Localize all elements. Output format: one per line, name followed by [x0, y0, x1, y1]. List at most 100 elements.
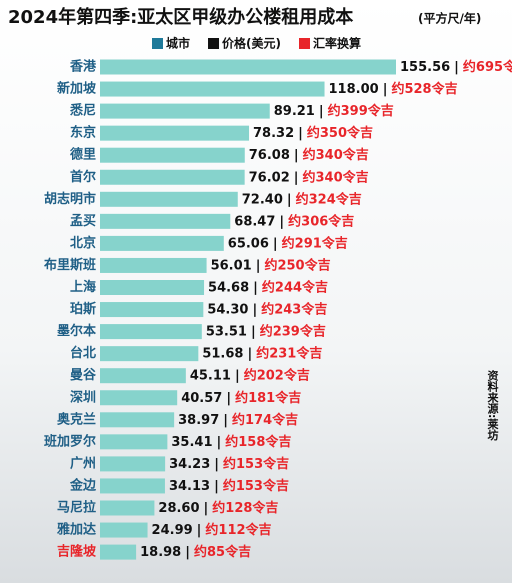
- value-text: 38.97: [178, 412, 219, 427]
- converted-label: 约340令吉: [303, 169, 369, 185]
- bar: [100, 103, 270, 119]
- bar: [100, 59, 396, 75]
- separator: |: [294, 170, 299, 185]
- separator: |: [197, 523, 202, 538]
- converted-label: 约181令吉: [235, 389, 301, 405]
- legend-swatch: [299, 38, 310, 49]
- converted-label: 约231令吉: [256, 345, 322, 361]
- category-label: 奥克兰: [57, 411, 96, 427]
- category-label: 北京: [70, 235, 96, 251]
- converted-label: 约243令吉: [261, 301, 327, 317]
- value-label: 38.97 | 约174令吉: [178, 411, 298, 427]
- bar: [100, 81, 325, 97]
- bar: [100, 368, 186, 384]
- value-label: 53.51 | 约239令吉: [206, 323, 326, 339]
- bar: [100, 147, 245, 163]
- separator: |: [247, 346, 252, 361]
- category-label: 首尔: [70, 169, 96, 185]
- chart-subtitle: (平方尺/年): [418, 11, 481, 26]
- bar: [100, 280, 205, 295]
- category-label: 布里斯班: [44, 257, 96, 273]
- category-label: 广州: [70, 455, 96, 471]
- value-text: 35.41: [171, 434, 212, 449]
- value-text: 34.23: [169, 456, 210, 471]
- category-label: 新加坡: [57, 81, 97, 97]
- value-text: 155.56: [400, 60, 450, 75]
- separator: |: [273, 236, 278, 251]
- value-label: 54.68 | 约244令吉: [208, 279, 328, 295]
- converted-label: 约399令吉: [328, 103, 394, 119]
- value-text: 18.98: [140, 545, 181, 560]
- category-label: 曼谷: [70, 367, 97, 383]
- bar: [100, 544, 137, 560]
- value-label: 24.99 | 约112令吉: [152, 522, 272, 538]
- bar: [100, 346, 199, 362]
- value-label: 45.11 | 约202令吉: [190, 367, 310, 383]
- category-label: 东京: [70, 125, 96, 141]
- converted-label: 约202令吉: [244, 367, 310, 383]
- value-text: 89.21: [274, 104, 315, 119]
- bar: [100, 213, 231, 229]
- converted-label: 约153令吉: [223, 477, 289, 493]
- separator: |: [279, 214, 284, 229]
- bar: [100, 191, 238, 207]
- separator: |: [287, 192, 292, 207]
- converted-label: 约324令吉: [296, 191, 362, 207]
- value-text: 68.47: [234, 214, 275, 229]
- bar: [100, 434, 168, 450]
- separator: |: [294, 148, 299, 163]
- value-label: 76.08 | 约340令吉: [249, 147, 369, 163]
- separator: |: [383, 82, 388, 97]
- category-label: 胡志明市: [44, 191, 96, 207]
- category-label: 深圳: [70, 389, 96, 405]
- category-label: 金边: [69, 477, 97, 493]
- value-text: 76.02: [249, 170, 290, 185]
- value-text: 34.13: [169, 478, 210, 493]
- legend-label: 汇率换算: [313, 36, 361, 51]
- converted-label: 约153令吉: [223, 455, 289, 471]
- value-text: 56.01: [211, 258, 252, 273]
- value-text: 40.57: [181, 390, 222, 405]
- bar: [100, 390, 178, 406]
- category-label: 雅加达: [57, 522, 96, 538]
- separator: |: [214, 478, 219, 493]
- value-label: 34.13 | 约153令吉: [169, 477, 289, 493]
- legend-swatch: [208, 38, 220, 49]
- value-text: 51.68: [202, 346, 243, 361]
- bar: [100, 522, 148, 538]
- converted-label: 约340令吉: [303, 147, 369, 163]
- source: 资料来源:莱坊: [486, 369, 500, 441]
- converted-label: 约85令吉: [194, 544, 251, 560]
- bar: [100, 235, 224, 251]
- bar: [100, 302, 204, 318]
- bar: [100, 500, 155, 516]
- converted-label: 约291令吉: [282, 235, 348, 251]
- category-label: 墨尔本: [57, 323, 96, 339]
- bar: [100, 324, 202, 340]
- value-text: 54.30: [207, 302, 248, 317]
- value-label: 118.00 | 约528令吉: [329, 81, 458, 97]
- value-text: 72.40: [242, 192, 283, 207]
- converted-label: 约244令吉: [262, 279, 328, 295]
- category-label: 台北: [70, 345, 96, 361]
- category-label: 孟买: [70, 214, 96, 229]
- category-label: 吉隆坡: [57, 544, 97, 560]
- bar: [100, 412, 175, 428]
- value-text: 24.99: [152, 523, 193, 538]
- value-label: 76.02 | 约340令吉: [249, 169, 369, 185]
- converted-label: 约112令吉: [205, 522, 271, 538]
- value-label: 56.01 | 约250令吉: [211, 257, 331, 273]
- value-text: 78.32: [253, 126, 294, 141]
- separator: |: [226, 390, 231, 405]
- converted-label: 约250令吉: [264, 257, 330, 273]
- separator: |: [256, 258, 261, 273]
- value-label: 18.98 | 约85令吉: [140, 544, 251, 560]
- converted-label: 约158令吉: [225, 433, 291, 449]
- value-label: 54.30 | 约243令吉: [207, 301, 327, 317]
- separator: |: [223, 412, 228, 427]
- category-label: 悉尼: [69, 103, 96, 119]
- bar: [100, 169, 245, 185]
- value-label: 89.21 | 约399令吉: [274, 103, 394, 119]
